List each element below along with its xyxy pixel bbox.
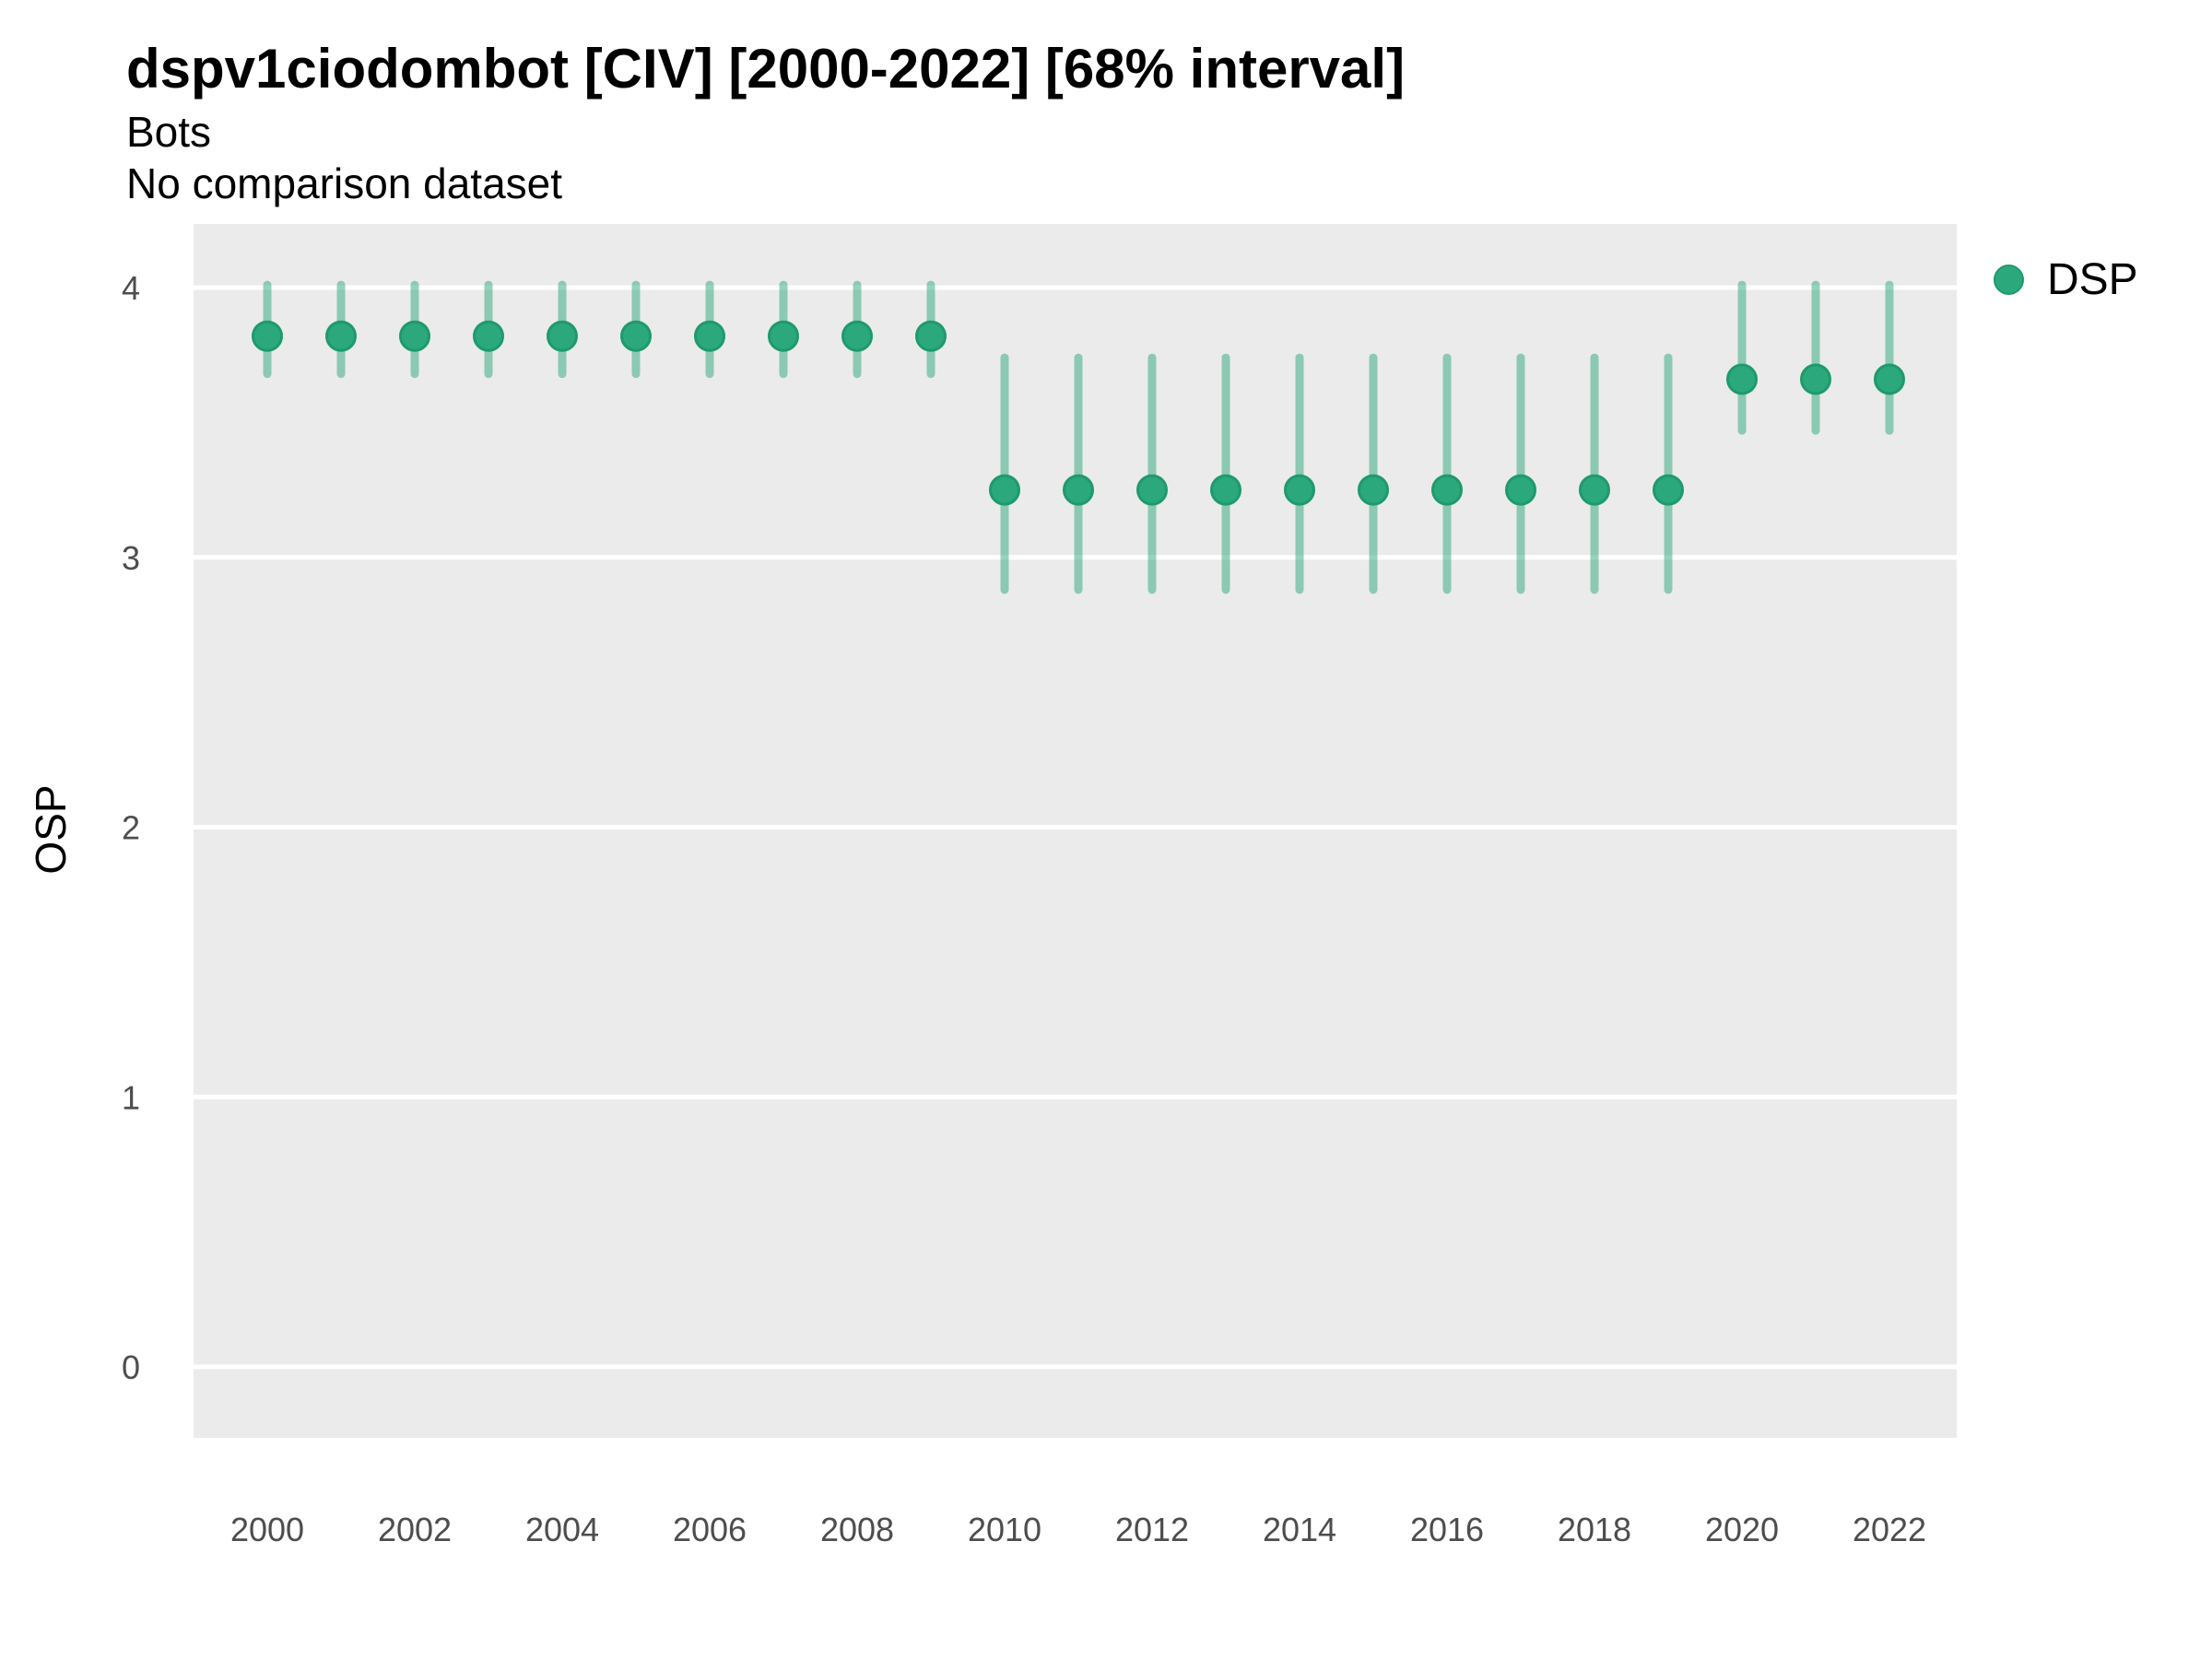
point-2018 (1579, 474, 1610, 506)
point-2019 (1653, 474, 1684, 506)
chart-title: dspv1ciodombot [CIV] [2000-2022] [68% in… (126, 38, 1406, 100)
point-2011 (1063, 474, 1094, 506)
point-2007 (768, 320, 799, 352)
point-2020 (1726, 363, 1758, 395)
x-tick-label-2014: 2014 (1263, 1511, 1336, 1548)
y-tick-label-1: 1 (122, 1078, 140, 1116)
point-2014 (1284, 474, 1315, 506)
point-2010 (989, 474, 1020, 506)
point-2004 (547, 320, 578, 352)
comparison-note: No comparison dataset (126, 159, 563, 207)
point-2000 (252, 320, 283, 352)
y-tick-label-3: 3 (122, 539, 140, 577)
x-tick-label-2020: 2020 (1705, 1511, 1779, 1548)
point-2022 (1874, 363, 1905, 395)
x-tick-label-2012: 2012 (1115, 1511, 1189, 1548)
x-tick-label-2002: 2002 (378, 1511, 452, 1548)
point-2012 (1136, 474, 1168, 506)
point-2008 (841, 320, 873, 352)
y-tick-label-0: 0 (122, 1348, 140, 1386)
point-2016 (1431, 474, 1463, 506)
y-tick-label-2: 2 (122, 809, 140, 847)
point-2015 (1358, 474, 1389, 506)
y-tick-label-4: 4 (122, 269, 140, 307)
point-2021 (1800, 363, 1831, 395)
x-tick-label-2006: 2006 (673, 1511, 747, 1548)
legend: DSP (1994, 254, 2138, 305)
point-2005 (620, 320, 652, 352)
point-2006 (694, 320, 725, 352)
x-tick-label-2008: 2008 (820, 1511, 894, 1548)
legend-point-icon (1994, 265, 2024, 295)
legend-label: DSP (2047, 255, 2138, 304)
x-tick-label-2018: 2018 (1558, 1511, 1631, 1548)
x-tick-label-2004: 2004 (525, 1511, 599, 1548)
x-tick-label-2016: 2016 (1410, 1511, 1484, 1548)
chart-subtitle: Bots (126, 108, 212, 156)
point-2002 (399, 320, 430, 352)
point-2003 (473, 320, 504, 352)
x-tick-label-2022: 2022 (1853, 1511, 1926, 1548)
point-2009 (915, 320, 947, 352)
point-2017 (1505, 474, 1536, 506)
point-2013 (1210, 474, 1241, 506)
point-2001 (325, 320, 357, 352)
x-tick-label-2000: 2000 (230, 1511, 304, 1548)
x-tick-label-2010: 2010 (968, 1511, 1041, 1548)
